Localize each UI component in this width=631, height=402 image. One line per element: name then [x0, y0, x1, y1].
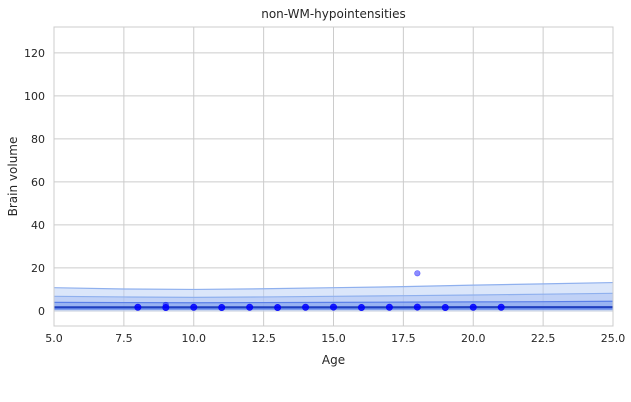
data-point: [497, 303, 505, 311]
data-point: [246, 303, 254, 311]
y-tick-label: 60: [31, 176, 45, 189]
x-tick-label: 5.0: [45, 332, 63, 345]
y-tick-label: 120: [24, 47, 45, 60]
x-tick-label: 15.0: [321, 332, 346, 345]
data-point: [357, 304, 365, 312]
x-tick-label: 25.0: [601, 332, 626, 345]
middle-band-upper-edge: [53, 292, 614, 298]
x-tick-label: 17.5: [391, 332, 416, 345]
inner-band-upper-edge: [53, 300, 614, 304]
data-point: [385, 303, 393, 311]
x-tick-labels: 5.0 7.5 10.0 12.5 15.0 17.5 20.0 22.5 25.0: [45, 332, 625, 345]
data-point: [302, 303, 310, 311]
y-tick-label: 40: [31, 219, 45, 232]
data-point: [190, 303, 198, 311]
data-point: [218, 304, 226, 312]
x-tick-label: 12.5: [251, 332, 276, 345]
grid-layer: [53, 27, 614, 326]
data-point: [413, 303, 421, 311]
y-tick-label: 20: [31, 262, 45, 275]
outer-band-upper-edge: [53, 281, 614, 291]
data-point: [414, 270, 421, 277]
y-tick-labels: 0 20 40 60 80 100 120: [24, 47, 45, 318]
data-point: [162, 301, 169, 309]
y-tick-label: 0: [38, 305, 45, 318]
y-tick-label: 80: [31, 133, 45, 146]
data-point: [441, 304, 449, 312]
chart-title: non-WM-hypointensities: [261, 7, 406, 21]
data-point: [329, 303, 337, 311]
x-tick-label: 10.0: [182, 332, 207, 345]
plot-frame: [53, 26, 614, 327]
x-tick-label: 20.0: [461, 332, 486, 345]
data-point: [469, 303, 477, 311]
data-point: [274, 304, 282, 312]
data-point: [134, 303, 142, 311]
x-tick-label: 7.5: [115, 332, 133, 345]
y-tick-label: 100: [24, 90, 45, 103]
x-axis-label: Age: [322, 353, 345, 367]
y-axis-label: Brain volume: [6, 137, 20, 217]
points-layer: [134, 270, 505, 312]
x-tick-label: 22.5: [531, 332, 556, 345]
